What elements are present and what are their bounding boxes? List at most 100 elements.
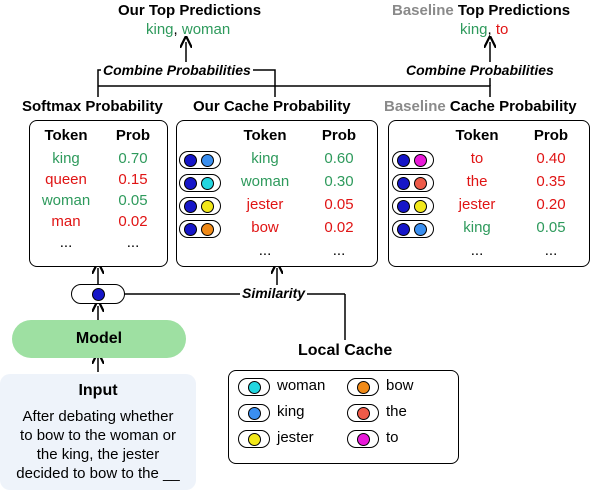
baseline-cache-prefix: Baseline <box>384 98 446 115</box>
bow-dot <box>201 223 214 236</box>
query-dot <box>92 288 105 301</box>
our-top-predictions-title: Our Top Predictions <box>118 2 262 19</box>
input-line-4: decided to bow to the __ <box>16 465 180 482</box>
our-cache-prob-5: ... <box>332 242 346 259</box>
softmax-table: Token Prob king 0.70 queen 0.15 woman 0.… <box>29 120 168 267</box>
baseline-top-predictions-title: Baseline Top Predictions <box>392 2 570 19</box>
query-dot <box>184 200 197 213</box>
our-cache-token-5: ... <box>258 242 272 259</box>
our-cache-table: Token Prob king 0.60 woman 0.30 jester 0… <box>176 120 378 267</box>
the-dot <box>357 407 370 420</box>
baseline-prediction-separator: , <box>487 21 492 38</box>
baseline-prediction-word-1: king <box>460 21 488 38</box>
input-panel: Input After debating whether to bow to t… <box>0 374 196 490</box>
query-dot <box>397 223 410 236</box>
combine-label-ours: Combine Probabilities <box>101 62 253 78</box>
king-dot <box>248 407 261 420</box>
our-top-predictions-values: king, woman <box>146 21 230 38</box>
local-cache-pill-to <box>347 430 379 448</box>
input-text: After debating whether to bow to the wom… <box>0 407 196 483</box>
woman-dot <box>201 177 214 190</box>
to-dot <box>414 154 427 167</box>
combine-bracket-baseline <box>98 85 491 97</box>
our-prediction-word-1: king <box>146 21 174 38</box>
query-dot <box>397 154 410 167</box>
jester-dot <box>201 200 214 213</box>
baseline-cache-prob-2: 0.35 <box>536 173 566 190</box>
softmax-prob-4: 0.02 <box>118 213 148 230</box>
combine-label-baseline: Combine Probabilities <box>404 62 556 78</box>
king-dot <box>414 223 427 236</box>
baseline-cache-prob-4: 0.05 <box>536 219 566 236</box>
similarity-label: Similarity <box>240 285 308 301</box>
softmax-token-5: ... <box>59 234 73 251</box>
query-dot <box>184 223 197 236</box>
input-line-1: After debating whether <box>22 408 174 425</box>
our-cache-embedding-pill-2 <box>179 174 221 192</box>
baseline-cache-col-prob: Prob <box>533 127 569 144</box>
baseline-cache-prob-3: 0.20 <box>536 196 566 213</box>
local-cache-box: woman bow king the jester to <box>228 370 459 464</box>
our-cache-embedding-pill-3 <box>179 197 221 215</box>
our-prediction-separator: , <box>173 21 178 38</box>
jester-dot <box>248 433 261 446</box>
local-cache-pill-jester <box>238 430 270 448</box>
our-cache-token-3: jester <box>246 196 284 213</box>
query-dot <box>397 200 410 213</box>
baseline-cache-embedding-pill-2 <box>392 174 434 192</box>
local-cache-word-woman: woman <box>277 377 326 394</box>
baseline-cache-token-4: king <box>463 219 491 236</box>
local-cache-pill-king <box>238 404 270 422</box>
baseline-cache-token-5: ... <box>470 242 484 259</box>
softmax-token-4: man <box>51 213 81 230</box>
local-cache-word-the: the <box>386 403 407 420</box>
baseline-cache-token-2: the <box>466 173 488 190</box>
baseline-cache-embedding-pill-1 <box>392 151 434 169</box>
local-cache-word-jester: jester <box>277 429 314 446</box>
softmax-col-prob: Prob <box>115 127 151 144</box>
baseline-cache-token-3: jester <box>458 196 496 213</box>
our-cache-col-token: Token <box>243 127 287 144</box>
our-cache-prob-2: 0.30 <box>324 173 354 190</box>
local-cache-word-king: king <box>277 403 305 420</box>
baseline-cache-table: Token Prob to 0.40 the 0.35 jester 0.20 … <box>388 120 590 267</box>
our-cache-embedding-pill-1 <box>179 151 221 169</box>
baseline-top-predictions-values: king, to <box>460 21 508 38</box>
baseline-top-predictions-rest: Top Predictions <box>457 2 571 19</box>
model-block: Model <box>12 320 186 358</box>
baseline-cache-token-1: to <box>470 150 484 167</box>
woman-dot <box>248 381 261 394</box>
baseline-cache-embedding-pill-3 <box>392 197 434 215</box>
bow-dot <box>357 381 370 394</box>
local-cache-pill-woman <box>238 378 270 396</box>
baseline-prefix: Baseline <box>392 2 454 19</box>
softmax-token-2: queen <box>45 171 87 188</box>
our-cache-prob-3: 0.05 <box>324 196 354 213</box>
query-dot <box>397 177 410 190</box>
local-cache-pill-bow <box>347 378 379 396</box>
local-cache-pill-the <box>347 404 379 422</box>
our-cache-token-1: king <box>251 150 279 167</box>
query-dot <box>184 177 197 190</box>
baseline-prediction-word-2: to <box>495 21 509 38</box>
king-dot <box>201 154 214 167</box>
query-dot <box>184 154 197 167</box>
local-cache-word-to: to <box>386 429 399 446</box>
local-cache-word-bow: bow <box>386 377 414 394</box>
the-dot <box>414 177 427 190</box>
local-cache-title: Local Cache <box>298 342 393 359</box>
baseline-cache-prob-1: 0.40 <box>536 150 566 167</box>
baseline-cache-title: Baseline Cache Probability <box>384 98 577 115</box>
softmax-token-3: woman <box>41 192 91 209</box>
baseline-cache-col-token: Token <box>455 127 499 144</box>
our-cache-embedding-pill-4 <box>179 220 221 238</box>
model-label: Model <box>75 330 123 347</box>
softmax-prob-3: 0.05 <box>118 192 148 209</box>
our-cache-token-2: woman <box>240 173 290 190</box>
our-prediction-word-2: woman <box>181 21 231 38</box>
softmax-title: Softmax Probability <box>22 98 163 115</box>
softmax-prob-5: ... <box>126 234 140 251</box>
softmax-prob-1: 0.70 <box>118 150 148 167</box>
our-cache-prob-1: 0.60 <box>324 150 354 167</box>
softmax-prob-2: 0.15 <box>118 171 148 188</box>
